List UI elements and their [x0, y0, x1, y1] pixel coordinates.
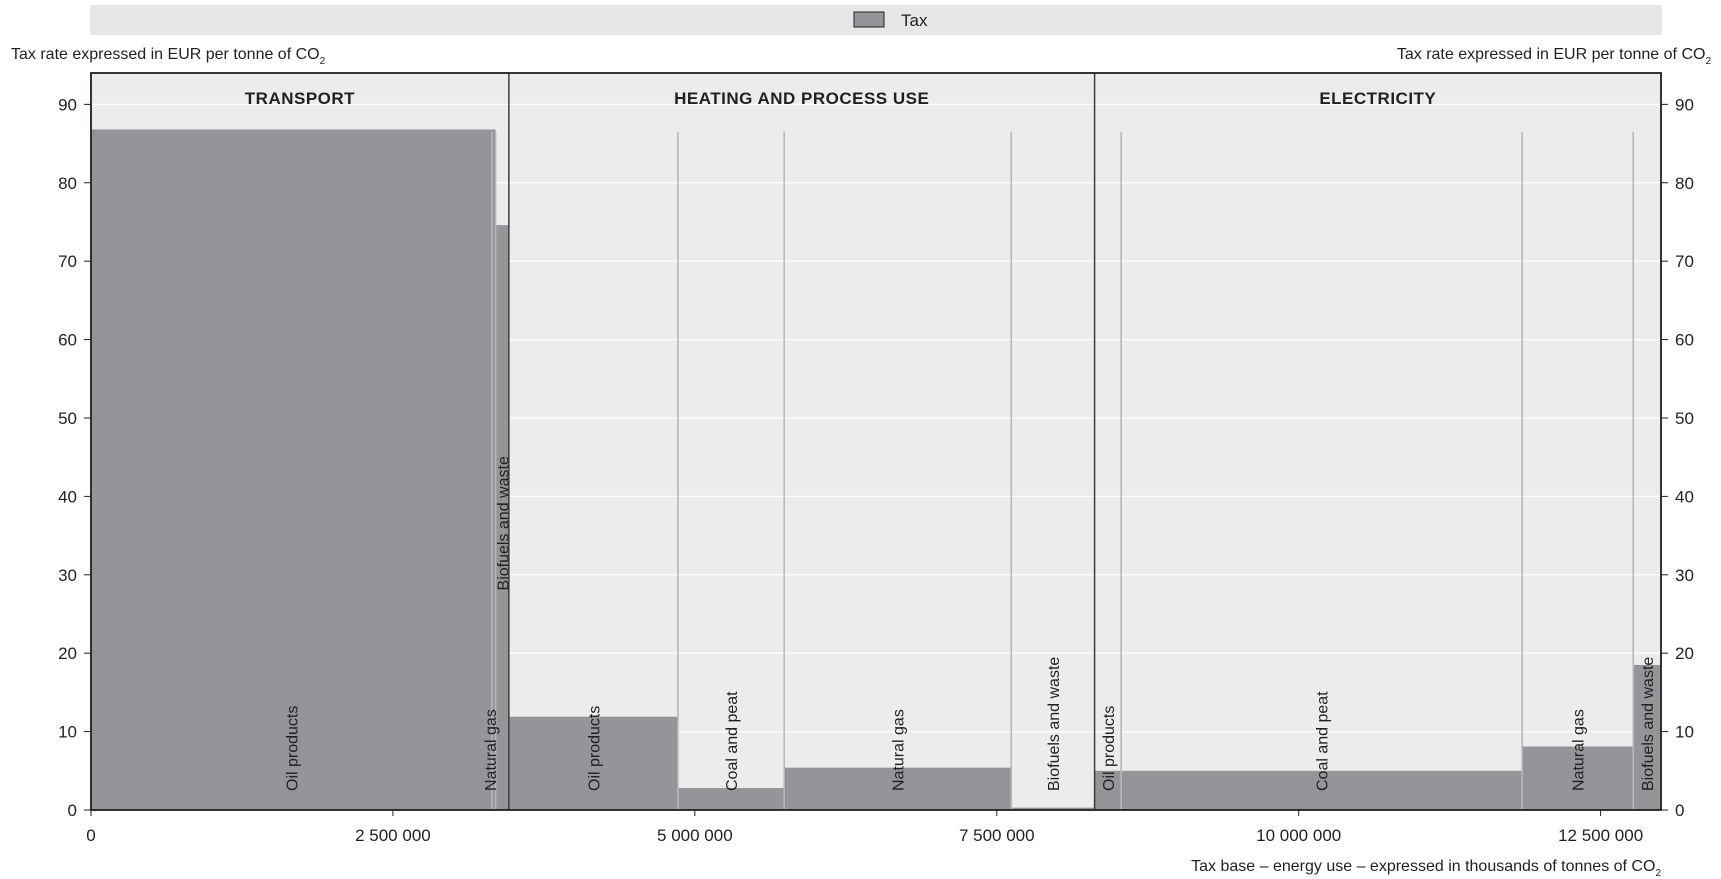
y-tick-label-right-40: 40	[1675, 487, 1694, 506]
bar-heating-and-process-use-biofuels-and-waste	[1011, 807, 1095, 810]
fuel-label-electricity-oil-products: Oil products	[1101, 706, 1118, 791]
fuel-label-electricity-biofuels-and-waste: Biofuels and waste	[1640, 657, 1657, 791]
y-tick-label-right-20: 20	[1675, 644, 1694, 663]
y-tick-label-left-80: 80	[58, 174, 77, 193]
y-tick-label-right-90: 90	[1675, 95, 1694, 114]
bar-electricity-coal-and-peat	[1121, 770, 1523, 810]
y-tick-label-right-70: 70	[1675, 252, 1694, 271]
fuel-label-heating-and-process-use-natural-gas: Natural gas	[891, 709, 908, 791]
bar-transport-oil-products	[91, 129, 492, 811]
legend-swatch-tax	[853, 11, 885, 28]
fuel-label-transport-natural-gas: Natural gas	[483, 709, 500, 791]
bar-electricity-natural-gas	[1522, 746, 1634, 810]
section-title-transport: TRANSPORT	[245, 89, 355, 108]
fuel-label-heating-and-process-use-oil-products: Oil products	[586, 706, 603, 791]
y-axis-title-left: Tax rate expressed in EUR per tonne of C…	[11, 46, 326, 67]
plot-frame	[90, 72, 1662, 811]
y-tick-label-left-0: 0	[68, 801, 77, 820]
fuel-label-electricity-natural-gas: Natural gas	[1571, 709, 1588, 791]
bar-heating-and-process-use-oil-products	[508, 716, 678, 810]
y-axis-title-right: Tax rate expressed in EUR per tonne of C…	[1397, 46, 1712, 67]
bar-transport-natural-gas	[491, 129, 496, 811]
fuel-label-heating-and-process-use-coal-and-peat: Coal and peat	[724, 691, 741, 791]
bar-heating-and-process-use-natural-gas	[784, 767, 1012, 810]
section-title-heating-and-process-use: HEATING AND PROCESS USE	[674, 89, 929, 108]
x-tick-label-12500000: 12 500 000	[1558, 826, 1643, 845]
bar-heating-and-process-use-coal-and-peat	[677, 788, 785, 810]
x-tick-label-10000000: 10 000 000	[1256, 826, 1341, 845]
y-tick-label-right-0: 0	[1675, 801, 1684, 820]
legend-label-tax: Tax	[901, 11, 928, 30]
bar-transport-biofuels-and-waste	[495, 225, 509, 810]
bar-electricity-oil-products	[1094, 770, 1122, 810]
y-tick-label-right-60: 60	[1675, 331, 1694, 350]
x-tick-label-7500000: 7 500 000	[959, 826, 1035, 845]
x-tick-label-0: 0	[86, 826, 95, 845]
x-axis-title: Tax base – energy use – expressed in tho…	[1191, 858, 1661, 879]
y-tick-label-left-70: 70	[58, 252, 77, 271]
y-tick-label-right-10: 10	[1675, 723, 1694, 742]
bar-electricity-biofuels-and-waste	[1633, 664, 1661, 810]
x-tick-label-2500000: 2 500 000	[355, 826, 431, 845]
y-tick-label-left-40: 40	[58, 487, 77, 506]
y-tick-label-left-50: 50	[58, 409, 77, 428]
section-title-electricity: ELECTRICITY	[1319, 89, 1436, 108]
y-tick-label-left-20: 20	[58, 644, 77, 663]
plot-area: TRANSPORT HEATING AND PROCESS USE ELECTRIC…	[58, 72, 1694, 845]
fuel-label-electricity-coal-and-peat: Coal and peat	[1315, 691, 1332, 791]
fuel-label-transport-biofuels-and-waste: Biofuels and waste	[496, 456, 513, 590]
x-tick-label-5000000: 5 000 000	[657, 826, 733, 845]
y-tick-label-right-80: 80	[1675, 174, 1694, 193]
fuel-label-transport-oil-products: Oil products	[284, 706, 301, 791]
fuel-label-heating-and-process-use-biofuels-and-waste: Biofuels and waste	[1046, 657, 1063, 791]
y-tick-label-left-10: 10	[58, 723, 77, 742]
y-tick-label-left-60: 60	[58, 331, 77, 350]
y-tick-label-left-90: 90	[58, 95, 77, 114]
y-tick-label-left-30: 30	[58, 566, 77, 585]
y-tick-label-right-50: 50	[1675, 409, 1694, 428]
y-tick-label-right-30: 30	[1675, 566, 1694, 585]
